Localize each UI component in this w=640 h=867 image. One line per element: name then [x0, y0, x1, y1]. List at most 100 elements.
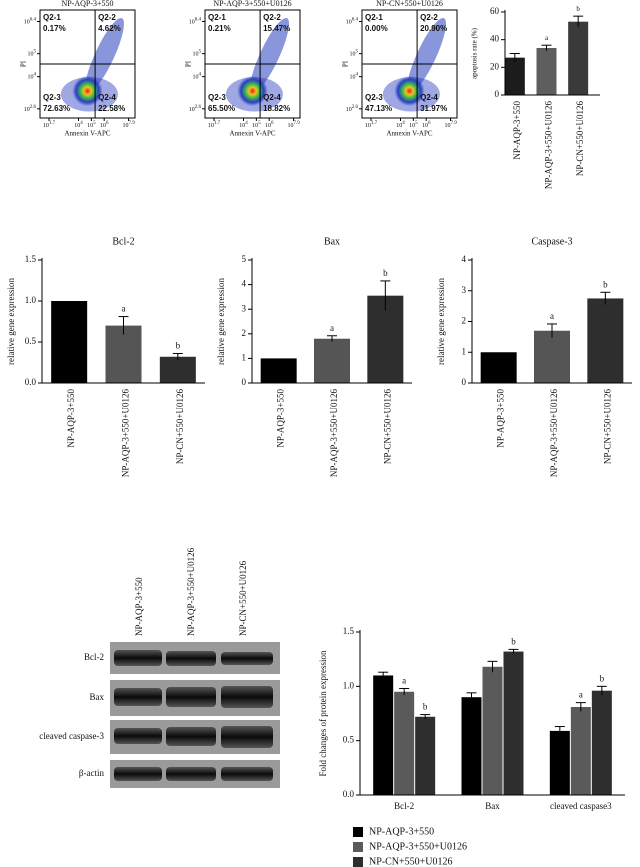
tick-base: 10: [208, 123, 214, 129]
x-axis-label: Annexin V-APC: [229, 130, 275, 138]
tick-exponent: 2.6: [352, 105, 359, 110]
tick-exponent: 5: [199, 50, 202, 55]
tick-label: 106: [422, 121, 431, 129]
quadrant-name: Q2-1: [365, 13, 383, 22]
legend-label: NP-AQP-3+550+U0126: [369, 841, 467, 852]
tick-base: 10: [346, 107, 352, 113]
legend-label: NP-CN+550+U0126: [369, 856, 453, 867]
x-tick-label: NP-CN+550+U0126: [175, 389, 185, 465]
tick-label: 105: [87, 121, 96, 129]
y-axis-label: apoptosis rate (%): [471, 27, 479, 79]
tick-base: 10: [193, 52, 199, 58]
tick-label: 105: [193, 50, 202, 58]
tick-exponent: 4: [80, 121, 83, 126]
blot-band: [114, 688, 162, 706]
x-tick-label: NP-CN+550+U0126: [575, 101, 585, 177]
tick-label: 104: [239, 121, 248, 129]
tick-label: 101.7: [208, 121, 221, 129]
tick-label: 105: [252, 121, 261, 129]
y-axis-label: Fold changes of protein expression: [318, 650, 328, 776]
bar: [105, 325, 142, 383]
error-bar: [172, 352, 183, 361]
tick-base: 10: [74, 123, 80, 129]
error-bar: [508, 648, 519, 654]
tick-base: 10: [444, 123, 450, 129]
tick-label: 104: [28, 73, 37, 81]
x-axis-label: Annexin V-APC: [64, 130, 110, 138]
x-tick-label: NP-AQP-3+550+U0126: [121, 389, 131, 478]
y-axis-label: relative gene expression: [436, 278, 446, 365]
error-bar: [399, 688, 410, 696]
tick-base: 10: [265, 123, 271, 129]
bar: [591, 690, 612, 795]
tick-exponent: 5: [258, 121, 261, 126]
y-tick-label: 20: [490, 61, 500, 71]
error-bar: [541, 44, 552, 51]
quadrant-name: Q2-2: [420, 13, 438, 22]
significance-label: b: [603, 279, 608, 289]
bar: [587, 298, 624, 383]
y-tick-label: 0.0: [25, 377, 37, 387]
tick-exponent: 2.6: [195, 105, 202, 110]
error-bar: [575, 702, 586, 712]
significance-label: b: [423, 702, 428, 712]
error-bar: [118, 316, 129, 335]
tick-exponent: 5: [34, 50, 37, 55]
tick-label: 106: [265, 121, 274, 129]
y-tick-label: 60: [490, 6, 500, 16]
quadrant-percent: 18.82%: [263, 104, 290, 113]
bar: [534, 330, 570, 383]
blot-band: [221, 726, 273, 748]
chart-title: Caspase-3: [531, 236, 572, 247]
x-tick-label: NP-AQP-3+550+U0126: [549, 389, 559, 478]
quadrant-name: Q2-3: [208, 93, 226, 102]
blot-band: [114, 728, 162, 744]
quadrant-name: Q2-4: [420, 93, 438, 102]
tick-exponent: 5: [356, 50, 359, 55]
chart-title: Bax: [324, 236, 340, 247]
bar: [480, 352, 517, 383]
tick-label: 104: [396, 121, 405, 129]
legend-swatch: [353, 842, 363, 852]
tick-label: 102.6: [346, 105, 359, 113]
tick-base: 10: [350, 52, 356, 58]
tick-base: 10: [287, 123, 293, 129]
bar: [314, 338, 350, 383]
x-tick-label: NP-AQP-3+550: [496, 389, 506, 448]
tick-exponent: 4: [245, 121, 248, 126]
tick-label: 106.4: [189, 18, 202, 26]
tick-label: 107.9: [122, 121, 135, 129]
tick-label: 106: [100, 121, 109, 129]
significance-label: a: [579, 690, 583, 700]
y-tick-label: 1: [462, 346, 467, 356]
tick-base: 10: [350, 75, 356, 81]
x-tick-label: Bax: [485, 801, 500, 811]
significance-label: b: [600, 673, 605, 683]
x-tick-label: NP-AQP-3+550: [512, 101, 522, 160]
tick-label: 105: [28, 50, 37, 58]
error-bar: [378, 671, 389, 679]
x-tick-label: NP-AQP-3+550+U0126: [329, 389, 339, 478]
tick-label: 104: [74, 121, 83, 129]
chart-title: Bcl-2: [112, 236, 134, 247]
bar: [482, 666, 503, 795]
quadrant-percent: 65.50%: [208, 104, 235, 113]
quadrant-percent: 22.58%: [98, 104, 125, 113]
tick-base: 10: [239, 123, 245, 129]
tick-label: 104: [350, 73, 359, 81]
bar: [536, 47, 557, 95]
y-tick-label: 4: [242, 279, 247, 289]
tick-label: 107.9: [287, 121, 300, 129]
tick-base: 10: [28, 75, 34, 81]
y-axis-label: PI: [20, 60, 28, 67]
tick-exponent: 1.7: [371, 121, 378, 126]
blot-band: [166, 651, 216, 666]
tick-label: 107.9: [444, 121, 457, 129]
y-tick-label: 0.5: [343, 735, 355, 745]
tick-exponent: 4: [34, 73, 37, 78]
blot-row-label: Bcl-2: [84, 652, 104, 662]
significance-label: a: [122, 304, 126, 314]
quadrant-percent: 15.47%: [263, 24, 290, 33]
y-tick-label: 0: [242, 377, 247, 387]
